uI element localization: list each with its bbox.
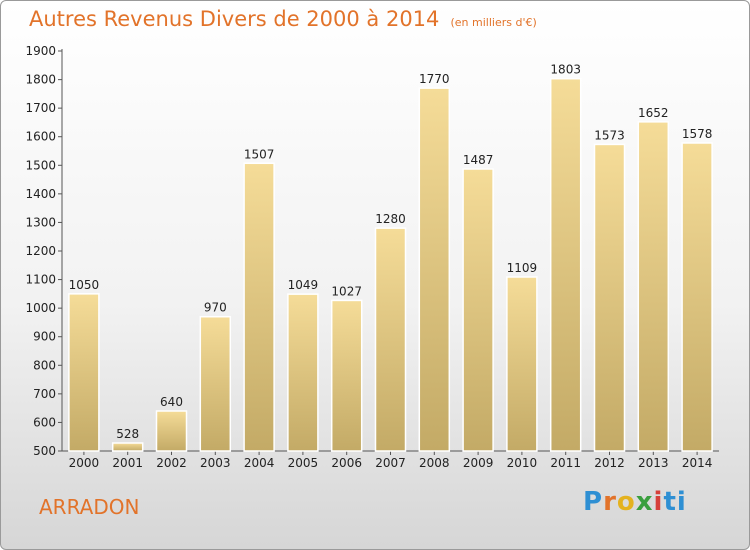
x-tick-label: 2012 — [594, 456, 625, 470]
x-tick-label: 2007 — [375, 456, 406, 470]
labels: 1050 2000 528 2001 640 2002 970 2003 1507 2004 104… — [69, 63, 713, 470]
bar — [111, 442, 144, 452]
chart-title: Autres Revenus Divers de 2000 à 2014 (en… — [29, 7, 537, 31]
x-tick-label: 2011 — [550, 456, 581, 470]
bars — [68, 77, 713, 452]
bar-value-label: 1578 — [682, 127, 713, 141]
y-tick-label: 600 — [33, 415, 56, 429]
bar-value-label: 1573 — [594, 128, 625, 142]
y-tick-label: 1500 — [25, 158, 56, 172]
bar-value-label: 1770 — [419, 72, 450, 86]
y-tick-label: 700 — [33, 387, 56, 401]
bar — [243, 162, 275, 452]
x-tick-label: 2005 — [288, 456, 319, 470]
bar-value-label: 1050 — [69, 278, 100, 292]
bar-value-label: 1280 — [375, 212, 406, 226]
x-tick-label: 2006 — [331, 456, 362, 470]
bar-value-label: 1507 — [244, 147, 275, 161]
bar — [593, 143, 626, 452]
bar — [287, 293, 319, 452]
x-tick-label: 2010 — [507, 456, 538, 470]
y-tick-label: 800 — [33, 358, 56, 372]
bar — [462, 168, 494, 452]
y-tick-label: 900 — [33, 330, 56, 344]
x-tick-label: 2009 — [463, 456, 494, 470]
x-tick-label: 2014 — [682, 456, 713, 470]
y-tick-label: 1100 — [25, 273, 56, 287]
x-tick-label: 2004 — [244, 456, 275, 470]
x-tick-label: 2013 — [638, 456, 669, 470]
y-tick-label: 500 — [33, 444, 56, 458]
bar-value-label: 1803 — [550, 63, 581, 77]
bar — [506, 276, 538, 452]
title-unit: (en milliers d'€) — [450, 16, 537, 29]
bar — [418, 87, 451, 452]
bar — [374, 227, 407, 452]
bar-value-label: 1049 — [288, 278, 319, 292]
bar — [549, 77, 582, 452]
bar-value-label: 970 — [204, 301, 227, 315]
y-tick-label: 1600 — [25, 130, 56, 144]
axes: 500 600 700 800 900 1000 1100 1200 1300 1400 1500 1… — [25, 44, 719, 458]
y-tick-label: 1800 — [25, 73, 56, 87]
x-tick-label: 2001 — [112, 456, 143, 470]
bar-value-label: 1487 — [463, 153, 494, 167]
bar-value-label: 1027 — [331, 284, 362, 298]
y-tick-label: 1300 — [25, 215, 56, 229]
proxiti-logo: Proxiti — [583, 487, 687, 517]
bar — [68, 293, 100, 452]
bar — [155, 410, 188, 452]
title-main: Autres Revenus Divers de 2000 à 2014 — [29, 7, 440, 31]
place-name: ARRADON — [39, 495, 140, 519]
bar-value-label: 528 — [116, 427, 139, 441]
y-tick-label: 1000 — [25, 301, 56, 315]
y-tick-label: 1200 — [25, 244, 56, 258]
bar — [681, 142, 713, 452]
y-tick-label: 1700 — [25, 101, 56, 115]
bar — [199, 315, 232, 452]
x-tick-label: 2002 — [156, 456, 187, 470]
y-tick-label: 1900 — [25, 44, 56, 58]
x-tick-label: 2000 — [69, 456, 100, 470]
x-tick-label: 2003 — [200, 456, 231, 470]
bar-value-label: 1652 — [638, 106, 669, 120]
bar-value-label: 640 — [160, 395, 183, 409]
x-tick-label: 2008 — [419, 456, 450, 470]
bar — [330, 299, 363, 452]
y-tick-label: 1400 — [25, 187, 56, 201]
bar — [637, 121, 670, 452]
bar-value-label: 1109 — [507, 261, 538, 275]
